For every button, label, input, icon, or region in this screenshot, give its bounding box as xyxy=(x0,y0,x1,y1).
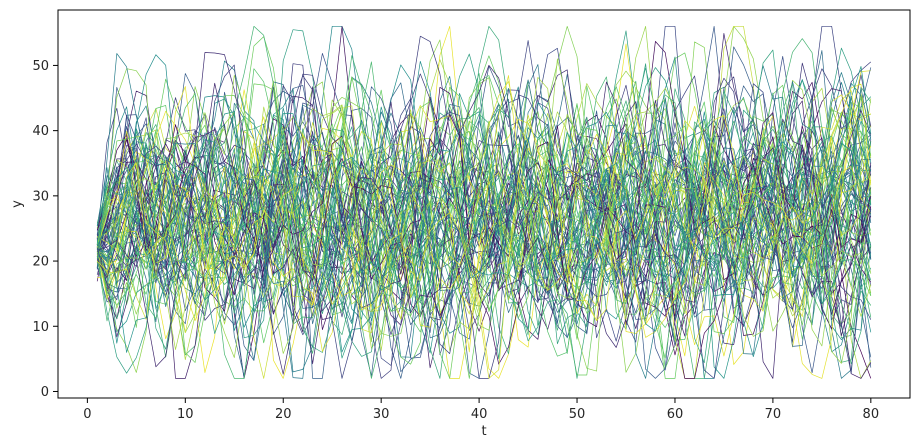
y-tick-label: 0 xyxy=(41,385,49,400)
series-line xyxy=(96,33,872,379)
x-tick-label: 70 xyxy=(765,407,782,422)
series-line xyxy=(96,115,872,336)
series-line xyxy=(97,112,872,347)
y-tick-label: 50 xyxy=(32,59,49,74)
series-line xyxy=(96,88,872,295)
series-line xyxy=(96,122,872,353)
x-tick-label: 20 xyxy=(275,407,292,422)
series-line xyxy=(97,54,872,304)
series-line xyxy=(96,85,872,379)
series-line xyxy=(96,65,872,374)
x-tick-label: 40 xyxy=(471,407,488,422)
series-line xyxy=(96,70,871,358)
series-line xyxy=(96,25,872,364)
series-line xyxy=(96,90,872,379)
series-line xyxy=(96,122,872,379)
series-group xyxy=(96,25,872,379)
x-axis-label: t xyxy=(481,424,486,439)
y-tick-label: 40 xyxy=(32,124,49,139)
series-line xyxy=(96,55,872,316)
y-tick-label: 20 xyxy=(32,255,49,270)
x-tick-label: 10 xyxy=(177,407,194,422)
y-tick-label: 10 xyxy=(32,320,49,335)
x-tick-label: 60 xyxy=(667,407,684,422)
series-line xyxy=(96,38,872,379)
x-tick-label: 0 xyxy=(83,407,91,422)
series-line xyxy=(96,68,871,357)
series-line xyxy=(96,126,872,357)
series-line xyxy=(96,49,872,364)
series-line xyxy=(96,64,872,379)
series-line xyxy=(96,53,872,379)
series-line xyxy=(96,131,872,308)
series-line xyxy=(96,41,872,365)
x-tick-label: 80 xyxy=(863,407,880,422)
series-line xyxy=(96,25,872,379)
x-tick-label: 50 xyxy=(569,407,586,422)
series-line xyxy=(97,106,872,350)
series-line xyxy=(96,86,872,330)
y-tick-label: 30 xyxy=(32,189,49,204)
series-line xyxy=(96,46,872,377)
series-line xyxy=(96,76,872,326)
series-line xyxy=(96,53,871,359)
y-axis-label: y xyxy=(10,200,25,208)
y-axis: 0 10 20 30 40 50 xyxy=(32,59,58,400)
x-tick-label: 30 xyxy=(373,407,390,422)
series-line xyxy=(96,66,872,329)
series-line xyxy=(96,61,872,379)
x-axis: 0 10 20 30 40 50 60 70 80 xyxy=(83,398,879,422)
plot-frame xyxy=(57,9,911,399)
series-line xyxy=(96,88,872,363)
